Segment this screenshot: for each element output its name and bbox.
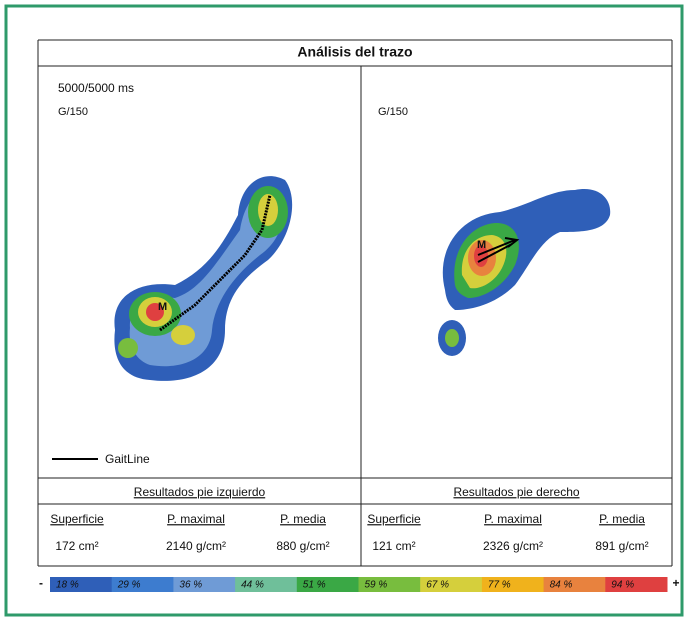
scale-label: 18 % — [56, 580, 79, 591]
scale-label: 51 % — [303, 580, 326, 591]
report: Análisis del trazo 5000/5000 ms G/150 G/… — [0, 0, 688, 621]
page: { "title": "Análisis del trazo", "left_p… — [0, 0, 688, 621]
column-header: Superficie — [367, 512, 421, 526]
scale-label: 36 % — [179, 580, 202, 591]
column-header: Superficie — [50, 512, 104, 526]
title: Análisis del trazo — [297, 44, 412, 60]
scale-label: 29 % — [117, 580, 141, 591]
column-header: P. media — [280, 512, 326, 526]
scale-min: - — [39, 576, 43, 590]
outer-frame — [6, 6, 682, 615]
gain-label: G/150 — [378, 106, 408, 118]
scale-label: 44 % — [241, 580, 264, 591]
result-value: 2140 g/cm² — [166, 539, 226, 553]
column-header: P. maximal — [167, 512, 225, 526]
scale-label: 67 % — [426, 580, 449, 591]
scale-label: 77 % — [488, 580, 511, 591]
column-header: P. maximal — [484, 512, 542, 526]
scale-max: + — [672, 576, 679, 590]
result-value: 880 g/cm² — [276, 539, 329, 553]
result-value: 2326 g/cm² — [483, 539, 543, 553]
legend-label: GaitLine — [105, 452, 150, 466]
max-marker: M — [477, 239, 486, 251]
results-heading: Resultados pie izquierdo — [134, 485, 266, 499]
max-marker: M — [158, 301, 167, 313]
column-header: P. media — [599, 512, 645, 526]
gain-label: G/150 — [58, 106, 88, 118]
result-value: 172 cm² — [55, 539, 98, 553]
result-value: 121 cm² — [372, 539, 415, 553]
scale-label: 84 % — [550, 580, 573, 591]
time-label: 5000/5000 ms — [58, 81, 134, 95]
scale-label: 59 % — [365, 580, 388, 591]
scale-label: 94 % — [611, 580, 634, 591]
results-heading: Resultados pie derecho — [453, 485, 579, 499]
color-scale: - +18 % 29 % 36 % 44 % 51 % 59 % 67 % 77 % 84 % 94… — [39, 576, 680, 592]
result-value: 891 g/cm² — [595, 539, 648, 553]
